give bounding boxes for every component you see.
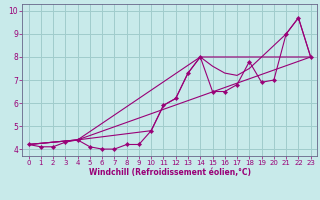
X-axis label: Windchill (Refroidissement éolien,°C): Windchill (Refroidissement éolien,°C)	[89, 168, 251, 177]
